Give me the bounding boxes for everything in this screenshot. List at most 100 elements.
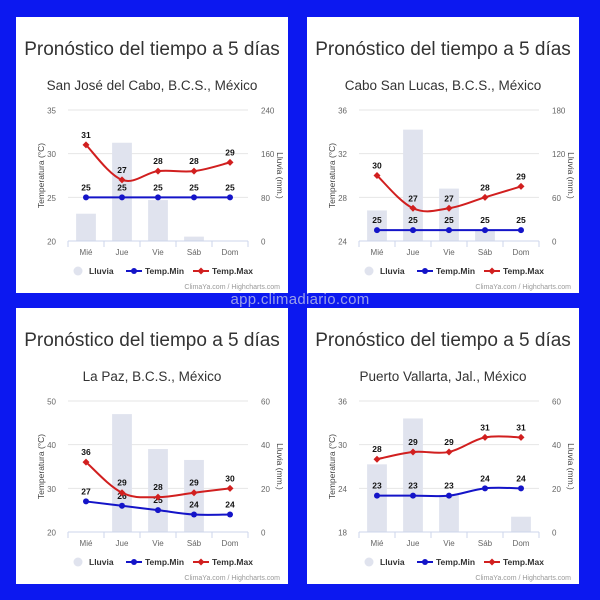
temp-max-point	[481, 193, 489, 201]
temp-max-data-label: 29	[516, 171, 526, 181]
forecast-panel: Pronóstico del tiempo a 5 días Cabo San …	[307, 17, 579, 293]
y-axis-title: Temperatura (°C)	[327, 434, 337, 499]
forecast-panel: Pronóstico del tiempo a 5 días Puerto Va…	[307, 308, 579, 584]
temp-min-point	[83, 498, 89, 505]
legend-item-label[interactable]: Lluvia	[89, 557, 114, 567]
legend-min-marker	[131, 268, 137, 274]
chart-svg: 20 25 30 35 0 80 160 240 Temperatura (°C) Lluvia …	[36, 107, 285, 277]
temp-min-point	[227, 511, 233, 518]
y2-tick-label: 120	[552, 150, 566, 159]
rain-bar	[148, 200, 168, 241]
legend-rain-symbol	[73, 266, 83, 276]
chart-title: Pronóstico del tiempo a 5 días	[24, 39, 280, 60]
site-watermark: app.climadiario.com	[230, 291, 370, 308]
temp-max-point	[373, 172, 381, 179]
temp-min-data-label: 23	[408, 481, 418, 491]
rain-bar	[439, 188, 459, 241]
legend-item-label[interactable]: Temp.Min	[145, 266, 184, 276]
temp-max-point	[517, 182, 525, 190]
temp-min-data-label: 23	[372, 481, 382, 491]
temp-min-data-label: 25	[117, 182, 127, 192]
x-tick-label: Jue	[116, 248, 129, 257]
y-tick-label: 40	[47, 441, 56, 450]
chart-credit[interactable]: ClimaYa.com / Highcharts.com	[184, 284, 280, 291]
legend-item-label[interactable]: Lluvia	[89, 266, 114, 276]
y-tick-label: 24	[338, 238, 347, 247]
temp-min-point	[446, 492, 452, 499]
y2-tick-label: 180	[552, 107, 566, 116]
temp-min-point	[119, 502, 125, 509]
y2-axis-title: Lluvia (mm.)	[566, 443, 576, 490]
temp-max-point	[445, 204, 453, 212]
temp-min-point	[83, 194, 89, 201]
y-axis-title: Temperatura (°C)	[36, 143, 46, 208]
temp-max-data-label: 28	[189, 156, 199, 166]
temp-max-data-label: 28	[153, 156, 163, 166]
temp-min-data-label: 25	[225, 182, 235, 192]
legend-item-label[interactable]: Lluvia	[380, 266, 405, 276]
temp-min-point	[374, 227, 380, 234]
x-tick-label: Sáb	[478, 539, 493, 548]
y-tick-label: 25	[47, 194, 56, 203]
forecast-panel: Pronóstico del tiempo a 5 días San José …	[16, 17, 288, 293]
temp-min-data-label: 25	[516, 215, 526, 225]
y2-tick-label: 0	[552, 238, 557, 247]
chart-subtitle: San José del Cabo, B.C.S., México	[46, 78, 258, 93]
y2-tick-label: 0	[261, 238, 266, 247]
legend-item-label[interactable]: Lluvia	[380, 557, 405, 567]
rain-bar	[403, 129, 423, 241]
legend-item-label[interactable]: Temp.Min	[436, 266, 475, 276]
y2-tick-label: 60	[552, 194, 561, 203]
legend-item-label[interactable]: Temp.Max	[212, 557, 253, 567]
temp-max-data-label: 29	[444, 437, 454, 447]
temp-min-point	[446, 227, 452, 234]
temp-max-point	[190, 489, 198, 497]
temp-min-point	[410, 227, 416, 234]
temp-max-point	[82, 458, 90, 466]
temp-min-data-label: 25	[480, 215, 490, 225]
x-tick-label: Mié	[371, 248, 384, 257]
y2-tick-label: 240	[261, 107, 275, 116]
y-tick-label: 18	[338, 529, 347, 538]
x-tick-label: Dom	[222, 248, 239, 257]
chart-credit[interactable]: ClimaYa.com / Highcharts.com	[475, 284, 571, 291]
chart-credit[interactable]: ClimaYa.com / Highcharts.com	[475, 575, 571, 582]
legend-item-label[interactable]: Temp.Max	[212, 266, 253, 276]
temp-min-point	[518, 485, 524, 492]
y2-tick-label: 40	[552, 441, 561, 450]
rain-bar	[439, 494, 459, 532]
chart-title: Pronóstico del tiempo a 5 días	[315, 330, 571, 351]
legend-max-marker	[197, 558, 205, 566]
temp-min-data-label: 24	[189, 500, 199, 510]
y2-tick-label: 60	[261, 398, 270, 407]
y2-tick-label: 60	[552, 398, 561, 407]
temp-min-point	[518, 227, 524, 234]
y-tick-label: 50	[47, 398, 56, 407]
y-tick-label: 30	[338, 441, 347, 450]
legend-item-label[interactable]: Temp.Max	[503, 266, 544, 276]
rain-bar	[184, 236, 204, 241]
temp-max-point	[373, 455, 381, 463]
temp-min-point	[191, 194, 197, 201]
temp-min-data-label: 25	[408, 215, 418, 225]
chart-credit[interactable]: ClimaYa.com / Highcharts.com	[184, 575, 280, 582]
y-tick-label: 36	[338, 398, 347, 407]
x-tick-label: Mié	[80, 248, 93, 257]
rain-bar	[112, 414, 132, 532]
legend-rain-symbol	[73, 557, 83, 567]
temp-max-data-label: 30	[225, 473, 235, 483]
legend-item-label[interactable]: Temp.Min	[436, 557, 475, 567]
y2-tick-label: 80	[261, 194, 270, 203]
legend-item-label[interactable]: Temp.Min	[145, 557, 184, 567]
temp-min-data-label: 23	[444, 481, 454, 491]
temp-max-data-label: 31	[516, 422, 526, 432]
temp-min-data-label: 25	[444, 215, 454, 225]
temp-max-data-label: 28	[153, 482, 163, 492]
y-axis-title: Temperatura (°C)	[327, 143, 337, 208]
temp-max-point	[82, 141, 90, 149]
temp-max-data-label: 29	[117, 478, 127, 488]
legend-item-label[interactable]: Temp.Max	[503, 557, 544, 567]
y-tick-label: 36	[338, 107, 347, 116]
y2-tick-label: 0	[261, 529, 266, 538]
rain-bar	[511, 516, 531, 532]
